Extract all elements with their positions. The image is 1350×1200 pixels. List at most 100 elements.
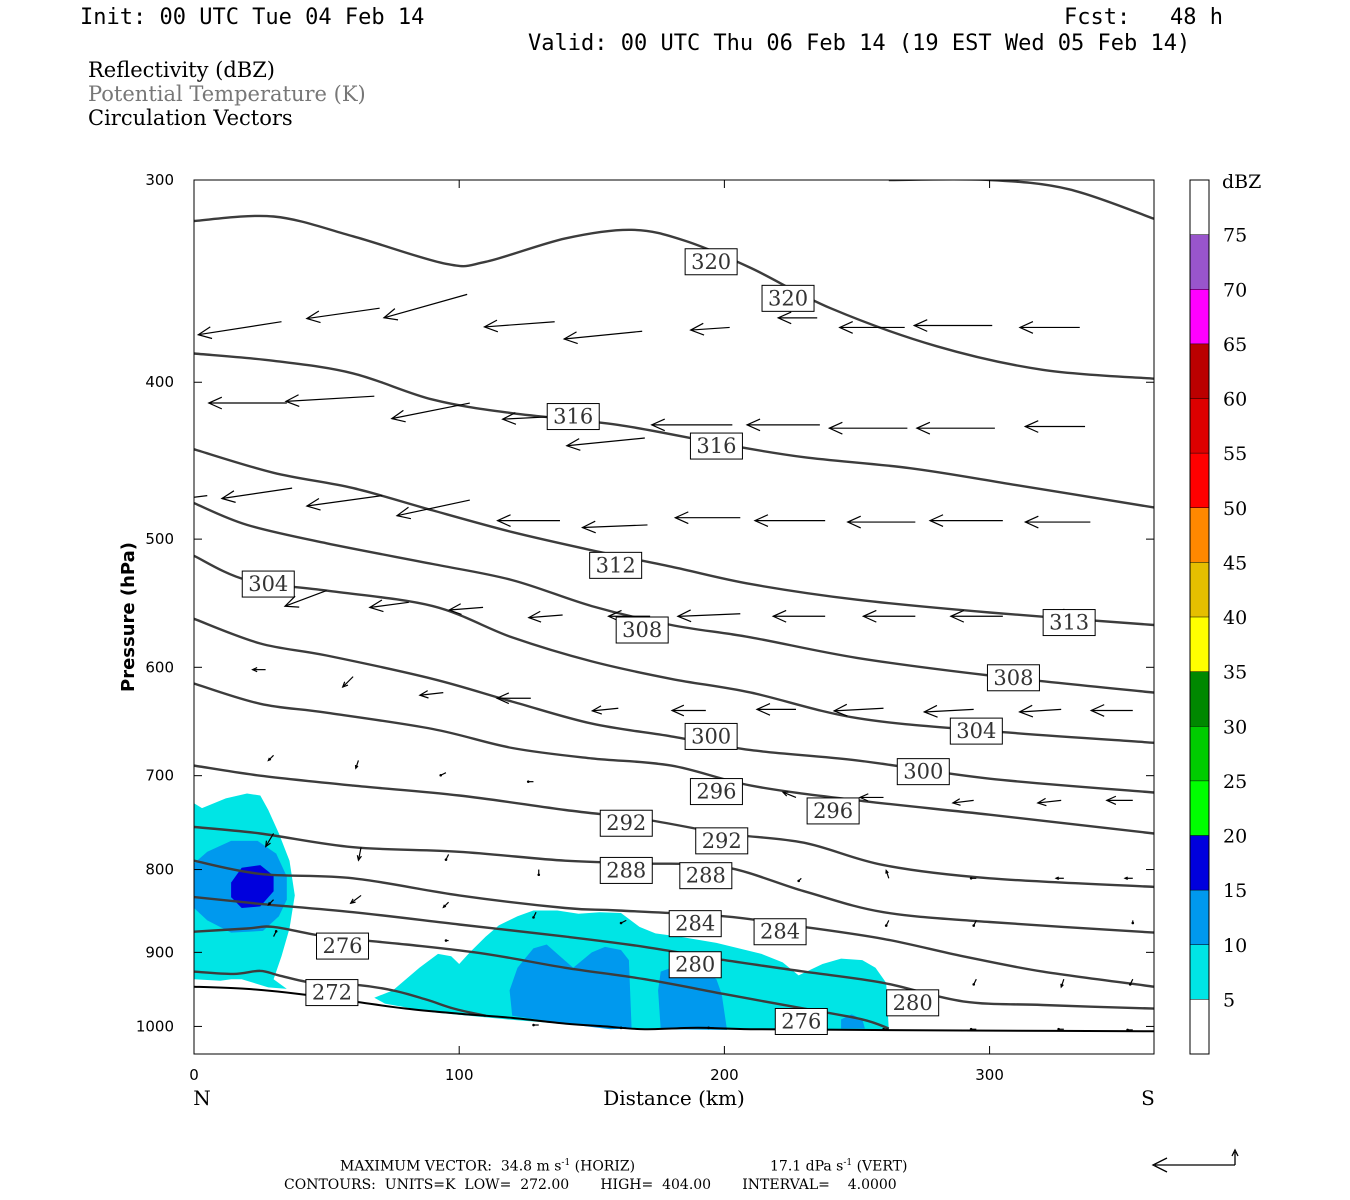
svg-text:288: 288	[606, 858, 646, 882]
circulation-vector	[753, 514, 826, 528]
colorbar-segment	[1190, 726, 1209, 781]
circulation-vector	[972, 920, 977, 927]
circulation-vector	[1128, 978, 1134, 986]
forecast-hour: Fcst: 48 h	[1064, 5, 1223, 30]
circulation-vector	[1105, 795, 1133, 805]
svg-text:300: 300	[903, 760, 943, 784]
svg-text:288: 288	[686, 864, 726, 888]
circulation-vector	[265, 833, 275, 848]
svg-text:304: 304	[956, 719, 996, 743]
colorbar-label: 25	[1223, 771, 1247, 793]
colorbar-segment	[1190, 835, 1209, 891]
colorbar-segment	[1190, 180, 1209, 235]
theta-contour-label: 320	[684, 248, 738, 276]
svg-text:284: 284	[760, 920, 800, 944]
colorbar-label: 15	[1223, 880, 1247, 902]
theta-contour	[194, 859, 1154, 988]
circulation-vector	[220, 487, 293, 503]
svg-text:304: 304	[248, 572, 288, 596]
vector-layer	[194, 293, 1135, 1032]
circulation-vector	[354, 760, 359, 770]
theta-contour-label: 288	[679, 862, 733, 890]
colorbar-segment	[1190, 343, 1209, 399]
reflectivity-region	[231, 865, 274, 908]
circulation-vector	[885, 869, 890, 879]
circulation-vector	[442, 901, 450, 909]
circulation-vector	[1131, 920, 1135, 925]
circulation-vector	[495, 692, 531, 705]
circulation-vector	[861, 609, 916, 623]
theta-contour-label: 308	[986, 664, 1040, 692]
colorbar-segment	[1190, 289, 1209, 344]
svg-text:272: 272	[312, 981, 352, 1005]
circulation-vector	[1018, 704, 1062, 718]
circulation-vector	[1123, 876, 1133, 881]
circulation-vector	[827, 421, 908, 435]
colorbar-label: 45	[1223, 552, 1247, 574]
y-tick-label: 400	[145, 373, 174, 391]
contour-info-text: CONTOURS: UNITS=K LOW= 272.00 HIGH= 404.…	[284, 1177, 897, 1193]
colorbar-label: 5	[1223, 989, 1235, 1011]
circulation-vector	[969, 876, 977, 880]
circulation-vector	[771, 609, 826, 623]
colorbar: 5 10 15 20 25 30 35 40 45 50 55 60 65 70 75 dBZ	[1189, 171, 1261, 1055]
colorbar-unit: dBZ	[1222, 171, 1261, 193]
theta-contour-label: 320	[761, 284, 815, 312]
theta-contour-label: 276	[774, 1007, 828, 1035]
theta-contour	[194, 682, 1154, 835]
colorbar-segment	[1190, 398, 1209, 454]
theta-contour	[194, 352, 1154, 509]
svg-text:320: 320	[768, 286, 808, 310]
circulation-vector	[305, 495, 383, 511]
circulation-vector	[267, 899, 274, 906]
svg-text:284: 284	[675, 912, 715, 936]
circulation-vector	[395, 499, 470, 520]
circulation-vector	[922, 704, 974, 718]
circulation-vector	[444, 854, 450, 861]
circulation-vector	[1054, 876, 1064, 881]
colorbar-segment	[1190, 453, 1209, 508]
circulation-vector	[496, 514, 560, 528]
svg-text:312: 312	[596, 553, 636, 577]
svg-text:308: 308	[993, 666, 1033, 690]
colorbar-label: 35	[1223, 662, 1247, 684]
theta-contour-layer	[194, 180, 1154, 1030]
circulation-vector	[251, 667, 266, 673]
circulation-vector	[673, 511, 741, 525]
theta-contour-label: 292	[695, 827, 749, 855]
circulation-vector	[689, 322, 730, 336]
plot-frame	[193, 179, 1155, 1055]
circulation-vector	[797, 877, 802, 883]
circulation-vector	[267, 754, 274, 762]
circulation-vector	[928, 514, 1003, 528]
circulation-vector	[356, 847, 362, 862]
legend-potential-temperature: Potential Temperature (K)	[88, 82, 366, 106]
theta-contour-label: 280	[886, 989, 940, 1017]
circulation-vector	[501, 412, 555, 425]
svg-text:300: 300	[691, 724, 731, 748]
circulation-vector	[846, 515, 916, 529]
circulation-vector	[1089, 704, 1133, 717]
x-end-label-left: N	[193, 1086, 211, 1110]
svg-text:280: 280	[675, 953, 715, 977]
theta-contour-label: 313	[1042, 609, 1096, 637]
theta-contour	[194, 501, 1154, 694]
theta-contour	[194, 448, 1154, 627]
legend-circulation-vectors: Circulation Vectors	[88, 106, 293, 130]
circulation-vector	[1018, 321, 1080, 334]
circulation-vector	[858, 793, 884, 802]
circulation-vector	[273, 930, 278, 937]
y-tick-label: 700	[145, 767, 174, 785]
y-tick-label: 500	[145, 530, 174, 548]
reflectivity-region	[509, 944, 632, 1030]
theta-contour-label: 316	[546, 403, 600, 431]
circulation-vector	[284, 394, 375, 408]
circulation-vector	[972, 978, 977, 986]
colorbar-label: 75	[1223, 225, 1247, 247]
theta-contour-label: 284	[668, 910, 722, 938]
theta-contour	[194, 764, 1154, 889]
colorbar-label: 10	[1223, 935, 1247, 957]
circulation-vector	[650, 418, 733, 432]
colorbar-label: 70	[1223, 279, 1247, 301]
